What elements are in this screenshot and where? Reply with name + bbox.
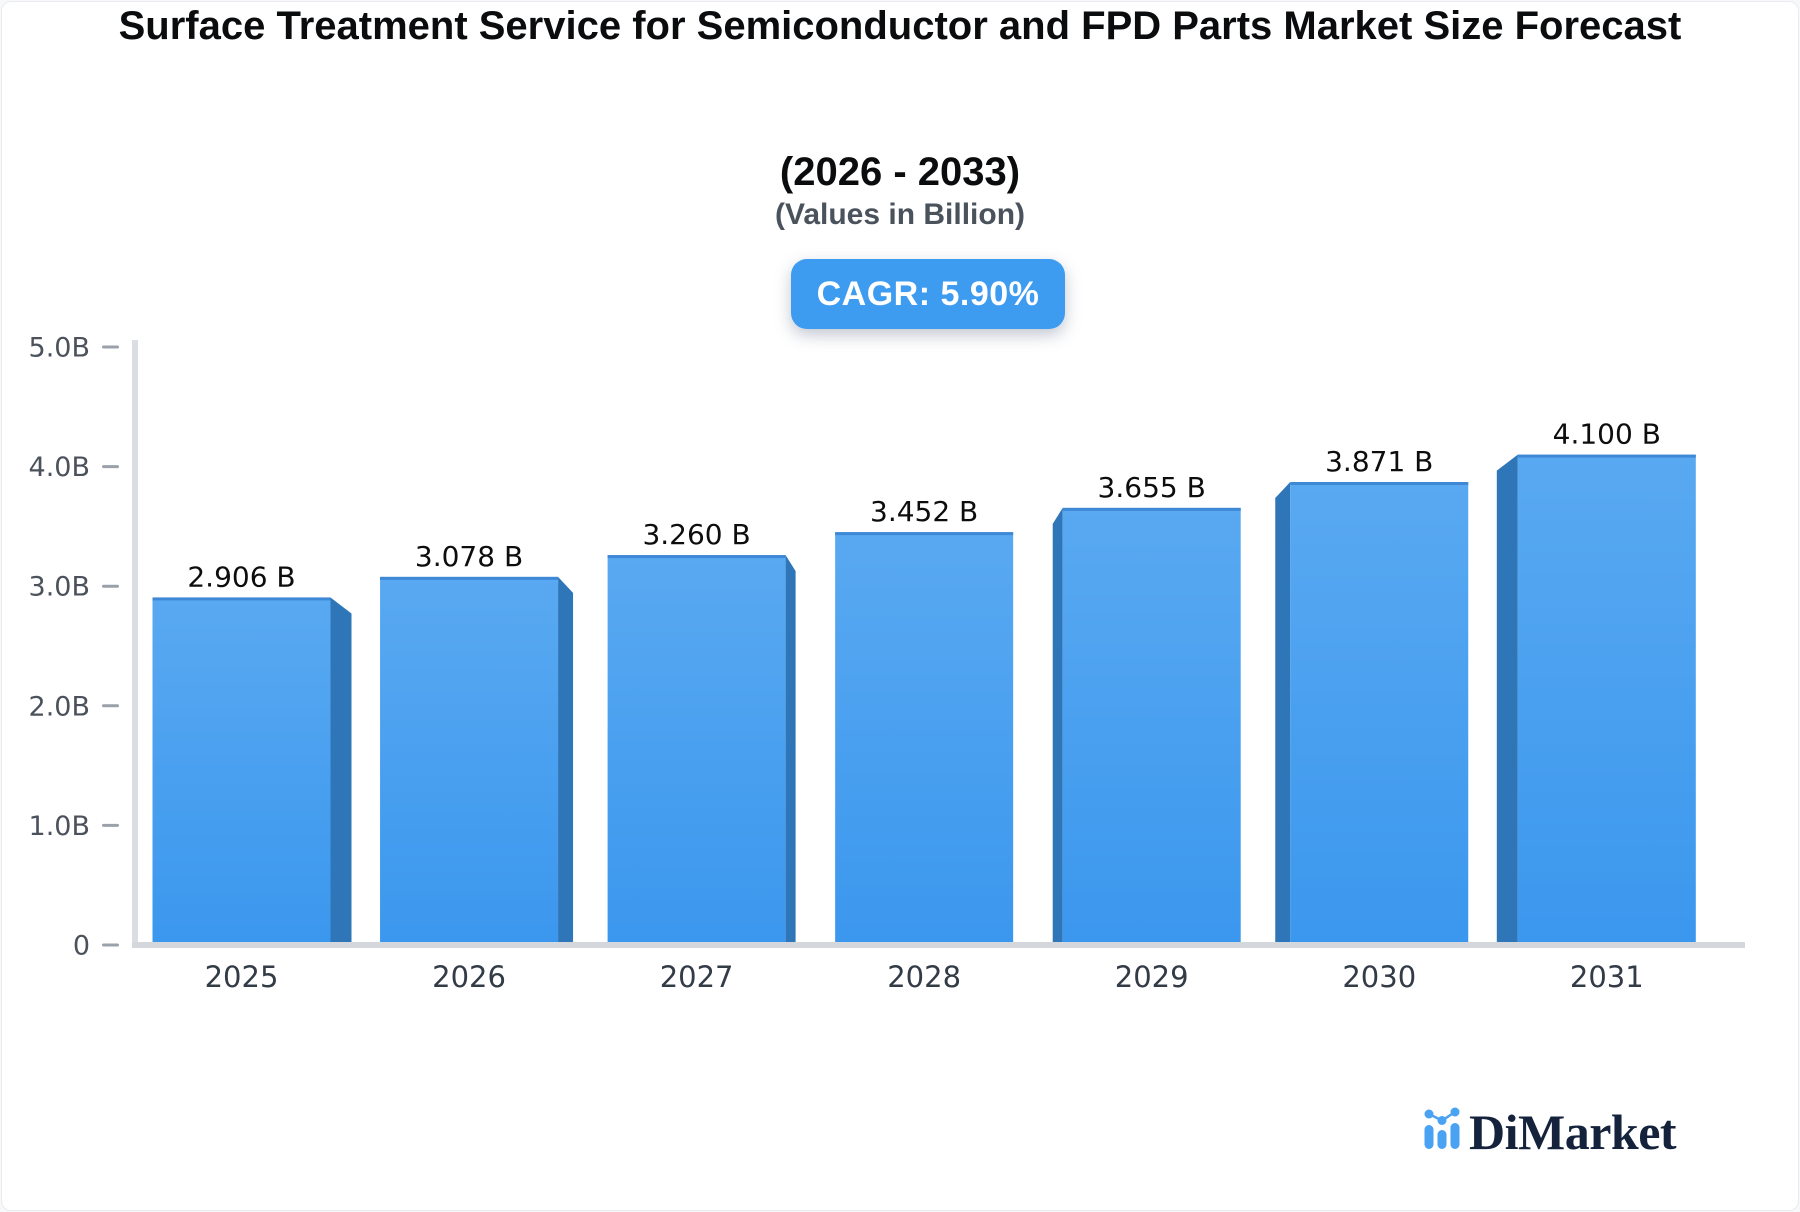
bar-front [607, 555, 786, 945]
bar-top-edge [607, 555, 786, 559]
bar-group-2025: 2.906 B 2025 [152, 560, 352, 994]
bar-group-2028: 3.452 B 2028 [835, 495, 1014, 994]
x-axis-label: 2028 [887, 960, 961, 994]
y-axis-tick-label: 4.0B [29, 452, 90, 483]
bar-value-label: 3.452 B [870, 495, 978, 528]
bar-side [558, 576, 574, 945]
y-axis-tick [102, 943, 119, 947]
bar-side [330, 597, 352, 945]
logo-dot [1450, 1107, 1460, 1117]
bar-value-label: 3.655 B [1098, 471, 1206, 504]
dimarket-logo-text: DiMarket [1469, 1104, 1677, 1160]
bar-top-edge [835, 532, 1014, 536]
bar-front [380, 576, 559, 945]
y-axis-line [132, 340, 138, 948]
bar-group-2026: 3.078 B 2026 [380, 540, 574, 994]
bar-value-label: 2.906 B [187, 560, 295, 593]
x-axis-label: 2027 [660, 960, 734, 994]
bar-front [1062, 507, 1241, 945]
y-axis-tick-label: 5.0B [29, 333, 90, 364]
bar-front [1290, 482, 1469, 945]
logo-bar [1450, 1123, 1460, 1149]
chart-title-line1: Surface Treatment Service for Semiconduc… [118, 4, 1682, 48]
bar-value-label: 3.078 B [415, 540, 523, 573]
y-axis-tick [102, 823, 119, 827]
bar-value-label: 3.260 B [642, 518, 750, 551]
y-axis-tick [102, 345, 119, 349]
y-axis-tick-label: 0 [73, 931, 90, 962]
x-axis-label: 2026 [432, 960, 506, 994]
bar-top-edge [1517, 454, 1696, 458]
y-axis-tick [102, 584, 119, 588]
x-axis-baseline [132, 942, 1745, 948]
bar-group-2029: 3.655 B 2029 [1052, 471, 1241, 994]
bar-top-edge [380, 576, 559, 580]
x-axis-label: 2030 [1342, 960, 1416, 994]
bar-front [152, 597, 331, 945]
bar-group-2031: 4.100 B 2031 [1496, 418, 1696, 994]
dimarket-logo-icon [1424, 1107, 1460, 1149]
bar-top-edge [152, 597, 331, 601]
y-axis-tick [102, 465, 119, 469]
bar-value-label: 4.100 B [1553, 418, 1661, 451]
x-axis-label: 2031 [1570, 960, 1644, 994]
x-axis-label: 2025 [205, 960, 279, 994]
bar-value-label: 3.871 B [1325, 445, 1433, 478]
bar-side [1052, 507, 1063, 945]
bar-side [1496, 454, 1518, 945]
chart-title-line2: (2026 - 2033) [779, 150, 1021, 194]
bar-front [1517, 454, 1696, 945]
logo-dot [1437, 1116, 1447, 1125]
y-axis-tick-label: 3.0B [29, 572, 90, 603]
y-axis-tick-label: 1.0B [29, 811, 90, 842]
bar-side [1275, 482, 1291, 945]
y-axis-tick [102, 704, 119, 708]
bar-group-2030: 3.871 B 2030 [1275, 445, 1469, 994]
logo-dot [1424, 1109, 1434, 1119]
y-axis-tick-label: 2.0B [29, 691, 90, 722]
x-axis-label: 2029 [1115, 960, 1189, 994]
bar-top-edge [1290, 482, 1469, 486]
bar-front [835, 532, 1014, 945]
dimarket-logo[interactable]: DiMarket [1424, 1096, 1677, 1160]
logo-bar [1437, 1130, 1447, 1149]
logo-bar [1424, 1125, 1434, 1149]
cagr-badge: CAGR: 5.90% [791, 259, 1065, 329]
chart-subtitle: (Values in Billion) [774, 198, 1026, 231]
bar-top-edge [1062, 507, 1241, 511]
bar-side [785, 555, 796, 945]
bar-group-2027: 3.260 B 2027 [607, 518, 796, 994]
